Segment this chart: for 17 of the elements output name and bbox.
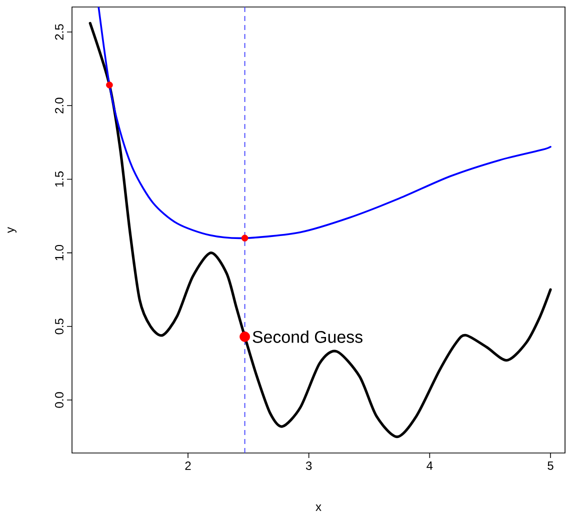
x-axis-title: x [316, 504, 322, 511]
y-axis-title: y [8, 227, 16, 233]
x-tick-label: 2 [185, 462, 191, 470]
x-tick-label: 4 [426, 462, 433, 470]
y-tick-label: 0.0 [55, 392, 64, 408]
x-tick-label: 5 [548, 462, 554, 470]
line-series [88, 22, 552, 438]
y-tick-label: 1.0 [55, 244, 64, 260]
y-tick-label: 1.5 [55, 171, 64, 187]
annotation: Second Guess [252, 330, 362, 343]
x-tick-label: 3 [306, 462, 312, 470]
y-tick-label: 0.5 [55, 318, 64, 334]
point [241, 234, 248, 242]
point [106, 82, 113, 88]
y-tick-label: 2.0 [55, 98, 64, 114]
point [240, 332, 250, 342]
y-tick-label: 2.5 [55, 24, 64, 40]
